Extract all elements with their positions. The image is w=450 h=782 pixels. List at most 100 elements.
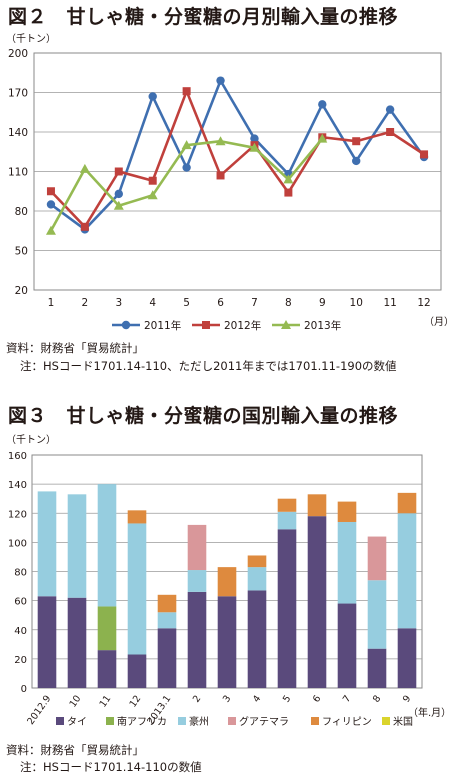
bar-segment-タイ [127,654,147,688]
series-line-2012年 [50,89,425,229]
bar-segment-豪州 [277,511,297,530]
data-point [181,140,192,150]
x-tick-label: 1 [48,297,55,309]
legend-swatch [382,717,390,725]
figure3-source: 資料：財務省「貿易統計」 [6,743,144,757]
bar-segment-タイ [37,596,57,688]
figure3-y-unit: （千トン） [6,435,56,446]
data-point [284,188,293,197]
x-tick-label: 5 [183,297,190,309]
legend-label: 2013年 [304,319,341,332]
data-point [114,167,123,176]
legend-marker [281,320,291,329]
bar-segment-豪州 [97,484,117,607]
bar-segment-フィリピン [397,492,417,514]
y-tick-label: 140 [8,127,28,139]
bar-segment-フィリピン [217,567,237,597]
bar-segment-タイ [277,529,297,688]
x-tick-label: 3 [115,297,122,309]
data-point [317,133,328,143]
x-tick-label: 2 [191,693,203,704]
data-point [148,92,157,101]
data-point [420,150,429,159]
bar-segment-フィリピン [277,498,297,512]
y-tick-label: 60 [14,597,27,608]
y-tick-label: 80 [14,568,27,579]
x-tick-label: 3 [221,693,233,704]
y-tick-label: 140 [8,480,27,491]
x-tick-label: 7 [341,693,353,704]
bar-segment-タイ [97,650,117,688]
data-point [385,105,395,114]
x-tick-label: 12 [128,693,144,709]
x-tick-label: 7 [251,297,258,309]
data-point [318,100,327,109]
data-point [352,156,361,166]
bar-segment-グアテマラ [187,524,207,571]
figure2-note: 注：HSコード1701.14-110、ただし2011年までは1701.11-19… [20,359,397,373]
bar-segment-豪州 [67,494,87,598]
data-point [46,200,56,209]
bar-segment-タイ [247,590,267,688]
x-tick-label: 6 [311,693,323,704]
legend-label: グアテマラ [239,715,289,728]
y-tick-label: 110 [8,167,28,179]
bar-segment-タイ [187,591,207,688]
y-tick-label: 160 [8,451,27,462]
data-point [114,189,123,199]
y-tick-label: 40 [14,626,27,637]
data-point [216,171,225,180]
bar-segment-南アフリカ [97,606,117,651]
data-point [215,136,226,146]
y-tick-label: 100 [8,538,27,549]
x-tick-label: 4 [251,693,263,704]
legend-label: フィリピン [322,716,372,728]
data-point [249,142,260,152]
bar-segment-グアテマラ [367,536,387,581]
data-point [352,137,361,146]
y-tick-label: 80 [15,206,28,218]
x-tick-label: 10 [68,693,84,709]
data-point [80,222,89,231]
bar-segment-タイ [157,628,177,688]
data-point [148,176,157,185]
x-tick-label: 2012.9 [25,693,53,727]
x-tick-label: 8 [285,297,292,309]
y-tick-label: 0 [21,684,27,695]
legend-label: タイ [67,716,87,728]
legend-marker [202,321,210,329]
legend-label: 豪州 [189,715,209,728]
y-tick-label: 20 [15,285,28,297]
x-tick-label: 9 [319,297,326,309]
x-tick-label: 10 [350,297,363,309]
bar-segment-タイ [337,603,357,688]
figure3-x-unit: （年.月） [408,708,450,719]
data-point [283,174,294,184]
data-point [250,134,259,143]
y-tick-label: 20 [14,655,27,666]
legend-swatch [228,717,236,725]
y-tick-label: 50 [15,246,28,258]
bar-segment-豪州 [187,570,207,592]
bar-segment-フィリピン [157,594,177,613]
x-tick-label: 11 [98,693,114,709]
y-tick-label: 170 [8,88,28,100]
figure3-title: 図３ 甘しゃ糖・分蜜糖の国別輸入量の推移 [8,405,399,427]
bar-segment-豪州 [337,521,357,604]
legend-swatch [106,717,114,725]
legend-label: 2012年 [224,319,261,332]
x-tick-label: 9 [401,693,413,704]
bar-segment-豪州 [157,612,177,629]
x-tick-label: 6 [217,297,224,309]
bar-segment-豪州 [247,567,267,591]
legend-label: 米国 [393,715,413,728]
figure2-source: 資料：財務省「貿易統計」 [6,341,144,355]
legend-marker [121,320,131,330]
data-point [79,163,90,173]
bar-segment-フィリピン [247,555,267,568]
x-tick-label: 11 [383,297,396,309]
x-tick-label: 8 [371,693,383,704]
bar-segment-タイ [217,596,237,688]
data-point [386,128,395,136]
